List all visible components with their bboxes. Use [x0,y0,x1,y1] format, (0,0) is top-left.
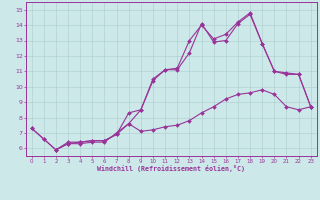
X-axis label: Windchill (Refroidissement éolien,°C): Windchill (Refroidissement éolien,°C) [97,165,245,172]
